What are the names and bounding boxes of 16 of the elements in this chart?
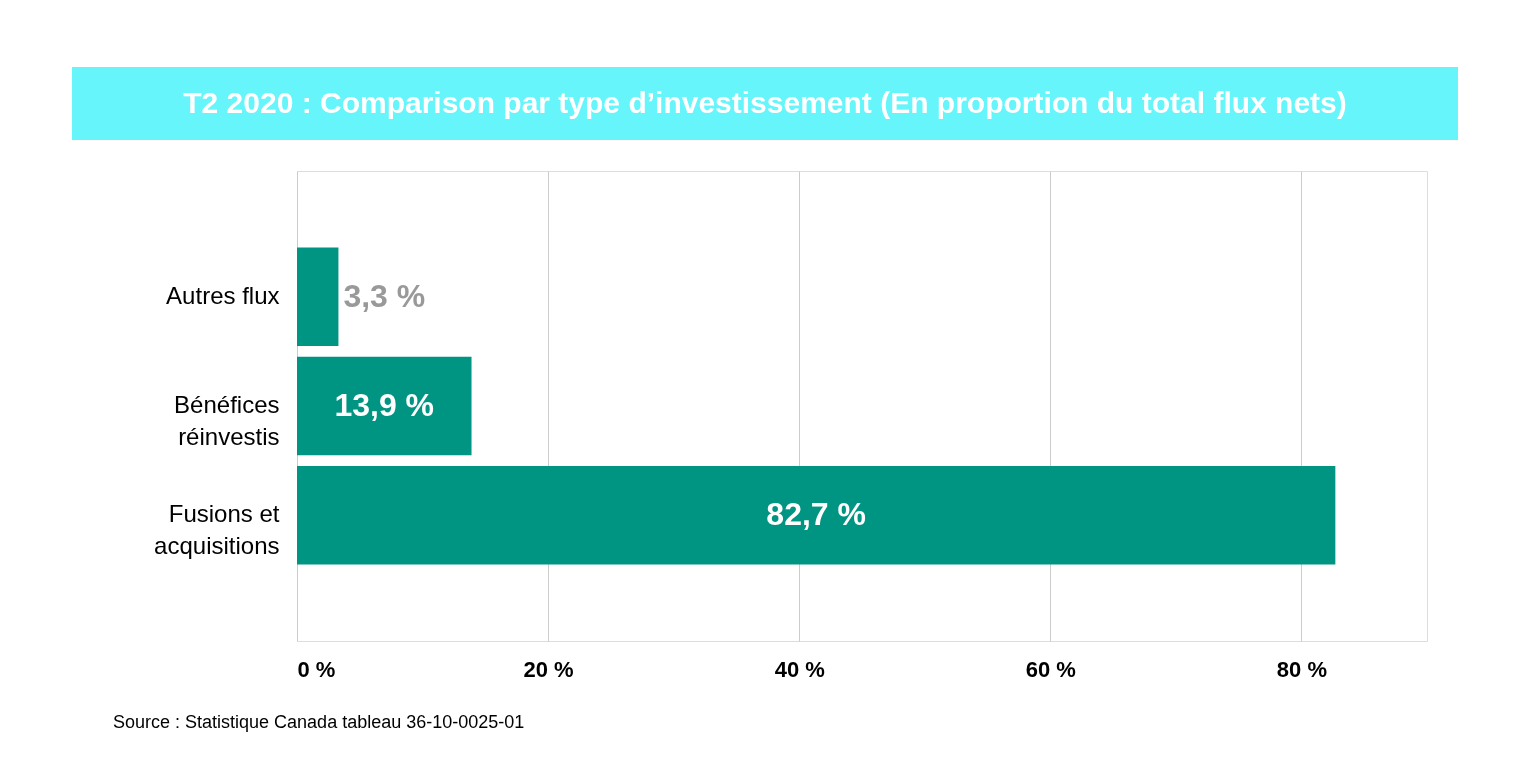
source-note: Source : Statistique Canada tableau 36-10-0025-01 [113, 712, 525, 732]
data-label: 3,3 % [343, 277, 426, 314]
y-tick-label: Fusions et acquisitions [154, 500, 280, 560]
bar [297, 356, 472, 456]
x-tick-label: 40 % [774, 656, 825, 682]
x-tick-label: 80 % [1276, 656, 1328, 682]
data-label: 13,9 % [334, 387, 435, 423]
y-tick-label: Bénéfices réinvestis [174, 391, 280, 450]
bar [297, 247, 339, 346]
y-tick-label: Autres flux [166, 281, 280, 309]
chart-title: T2 2020 : Comparison par type d’investissement (En proportion du total flux nets) [183, 85, 1347, 119]
x-tick-label: 60 % [1025, 656, 1076, 682]
x-tick-label: 0 % [297, 656, 336, 682]
data-label: 82,7 % [766, 496, 866, 533]
bar [297, 466, 1336, 565]
x-tick-label: 20 % [523, 656, 574, 682]
